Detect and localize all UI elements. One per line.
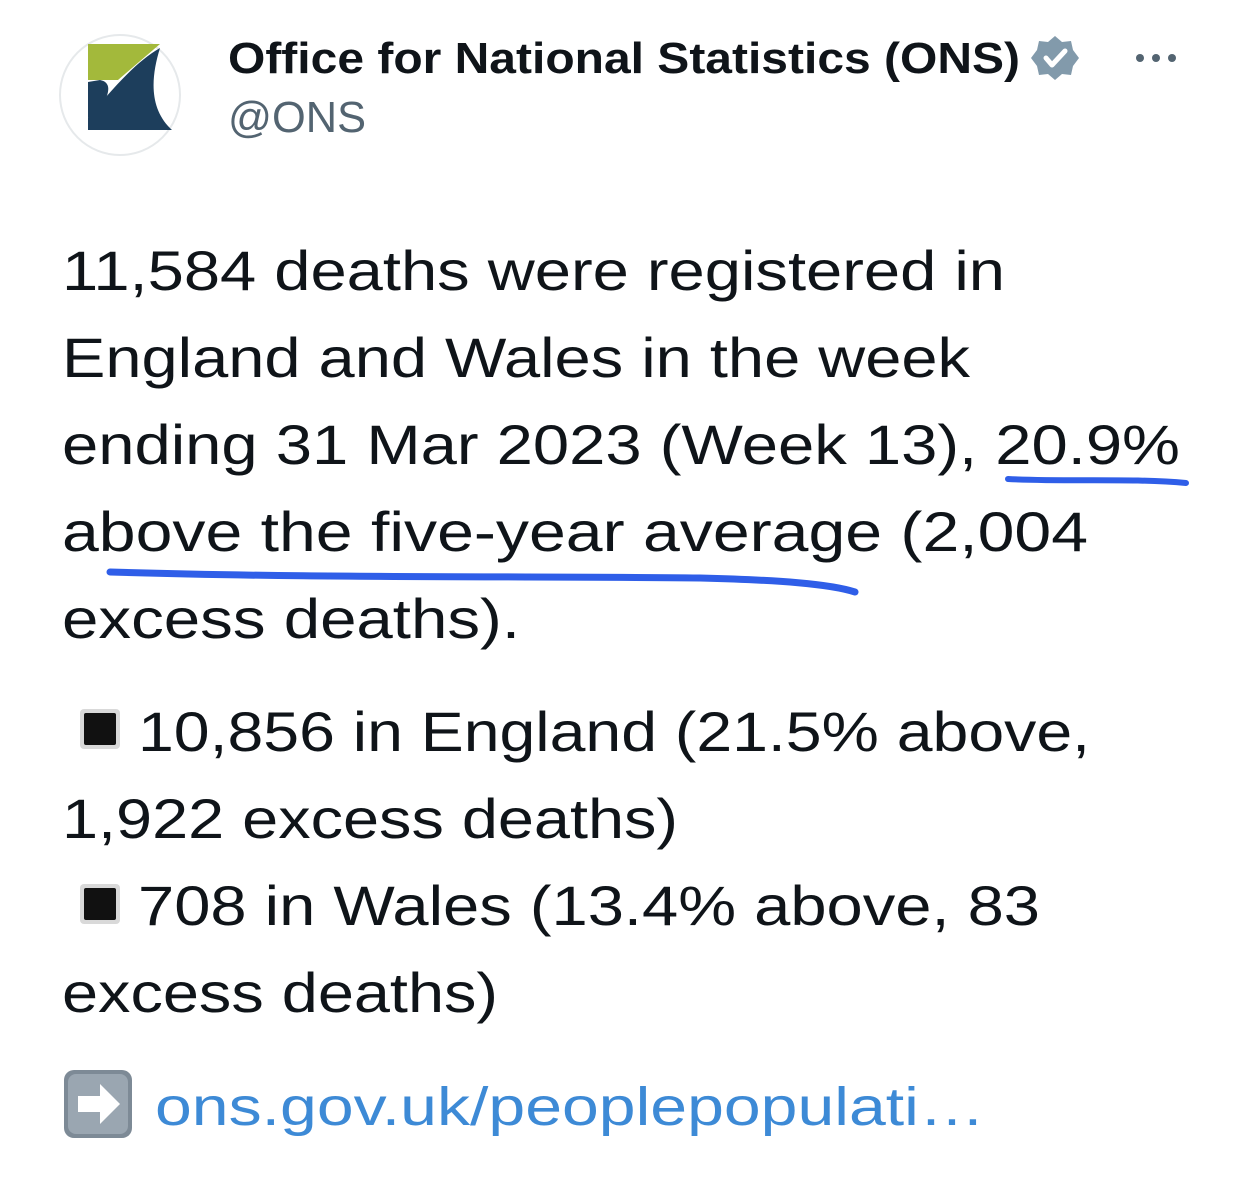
display-name[interactable]: Office for National Statistics (ONS): [228, 34, 1020, 83]
link[interactable]: ons.gov.uk/peoplepopulati…: [155, 1077, 985, 1137]
body-line: 11,584 deaths were registered in: [62, 239, 1005, 302]
verified-badge: [1031, 36, 1079, 80]
body-line: ending 31 Mar 2023 (Week 13), 20.9%: [62, 413, 1180, 476]
bullet-line: 708 in Wales (13.4% above, 83: [138, 874, 1040, 937]
avatar[interactable]: [59, 34, 181, 156]
bullet-line: 1,922 excess deaths): [62, 787, 678, 850]
bullet-icon: [84, 888, 116, 920]
bullet-line: excess deaths): [62, 961, 498, 1024]
bullet-icon: [84, 713, 116, 745]
underline: [1005, 476, 1189, 486]
handle[interactable]: @ONS: [228, 93, 366, 142]
body-line: above the five-year average (2,004: [62, 500, 1088, 563]
arrow-icon: [64, 1070, 132, 1138]
bullet-line: 10,856 in England (21.5% above,: [138, 700, 1090, 763]
underline: [106, 568, 859, 596]
body-line: excess deaths).: [62, 587, 520, 650]
body-line: England and Wales in the week: [62, 326, 971, 389]
more-menu[interactable]: [1136, 54, 1176, 62]
